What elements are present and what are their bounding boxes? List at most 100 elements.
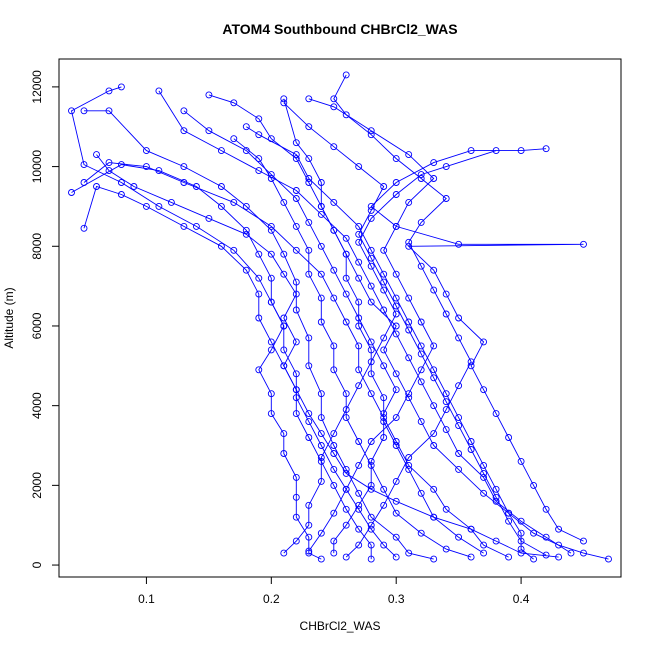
data-point (367, 525, 375, 533)
data-point (417, 366, 425, 374)
data-point (342, 553, 350, 561)
data-point (305, 533, 313, 541)
data-point (267, 250, 275, 258)
data-point (355, 461, 363, 469)
data-point (330, 266, 338, 274)
data-point (267, 410, 275, 418)
data-point (455, 450, 463, 457)
data-point (505, 517, 513, 525)
data-point (405, 461, 413, 469)
data-point (305, 246, 313, 254)
data-point (380, 270, 388, 278)
data-point (317, 242, 325, 250)
data-point (68, 189, 75, 196)
data-point (467, 147, 475, 155)
data-point (380, 485, 388, 493)
data-point (267, 226, 275, 234)
data-point (380, 501, 388, 509)
data-point (405, 465, 413, 473)
series-line (83, 162, 509, 558)
data-point (367, 390, 375, 398)
data-point (355, 274, 363, 282)
data-point (480, 386, 488, 394)
data-point (317, 442, 325, 449)
data-point (342, 318, 350, 326)
data-point (242, 202, 250, 210)
data-point (355, 438, 363, 445)
data-point (492, 493, 500, 501)
data-point (417, 489, 425, 497)
data-point (292, 473, 300, 481)
data-point (380, 306, 388, 314)
data-point (405, 318, 413, 326)
data-point (80, 161, 88, 169)
data-point (417, 175, 425, 182)
data-point (530, 529, 538, 537)
data-point (430, 555, 438, 563)
data-point (367, 131, 375, 139)
data-point (267, 274, 275, 282)
data-point (517, 147, 525, 155)
data-point (330, 450, 338, 457)
data-point (342, 274, 350, 282)
chart-title: ATOM4 Southbound CHBrCl2_WAS (222, 21, 457, 37)
data-point (280, 362, 288, 370)
series-line (70, 86, 322, 560)
data-point (355, 489, 363, 497)
data-point (392, 497, 400, 505)
data-point (442, 290, 450, 298)
data-point (255, 167, 263, 175)
data-point (392, 442, 400, 449)
data-point (367, 346, 375, 354)
data-point (367, 254, 375, 262)
data-point (380, 362, 388, 370)
data-point (342, 390, 350, 398)
data-point (317, 414, 325, 422)
data-point (392, 477, 400, 485)
data-point (580, 549, 587, 557)
series-2 (68, 83, 325, 563)
data-point (342, 111, 350, 119)
data-point (155, 202, 163, 210)
data-point (542, 505, 550, 513)
data-point (330, 143, 338, 151)
data-point (330, 481, 338, 489)
data-point (305, 123, 313, 131)
data-point (367, 438, 375, 445)
data-point (317, 529, 325, 537)
data-point (367, 358, 375, 366)
data-point (292, 493, 300, 501)
data-point (242, 226, 250, 234)
data-point (292, 338, 300, 346)
data-point (305, 175, 313, 182)
data-point (330, 95, 338, 103)
series-line (83, 185, 372, 560)
data-point (355, 541, 363, 549)
data-point (392, 294, 400, 302)
data-point (430, 402, 438, 410)
data-point (355, 163, 363, 171)
series-line (233, 138, 472, 558)
x-tick-label: 0.3 (388, 592, 405, 606)
data-point (455, 314, 463, 322)
data-point (342, 485, 350, 493)
series-line (84, 110, 434, 560)
data-point (505, 434, 513, 441)
data-point (380, 334, 388, 342)
data-point (480, 541, 488, 549)
data-point (142, 163, 150, 171)
data-point (442, 390, 450, 398)
data-point (68, 107, 75, 115)
data-point (280, 198, 288, 206)
data-point (392, 179, 400, 186)
data-point (492, 147, 500, 155)
data-point (392, 222, 400, 230)
data-point (392, 270, 400, 278)
data-point (230, 99, 238, 107)
data-point (367, 127, 375, 135)
data-point (280, 322, 288, 330)
data-point (305, 521, 313, 529)
data-point (505, 553, 513, 561)
data-point (180, 127, 188, 135)
y-axis-label: Altitude (m) (2, 287, 16, 348)
